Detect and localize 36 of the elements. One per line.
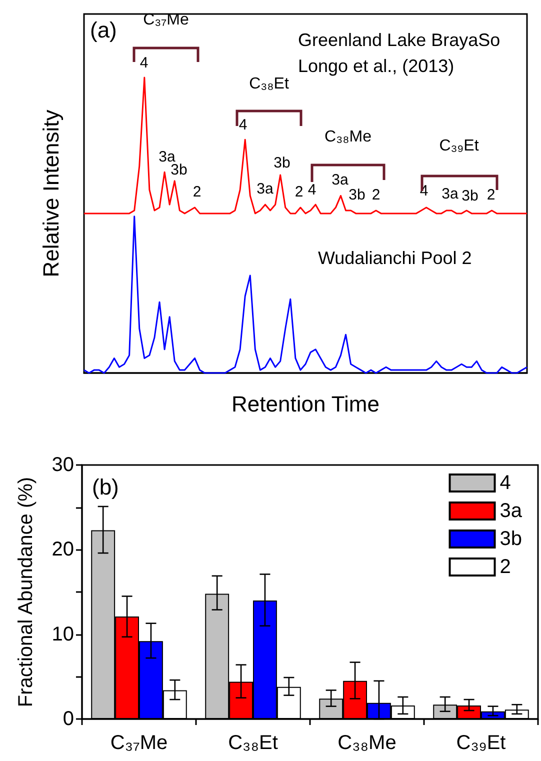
- annotation: 3a: [256, 180, 274, 198]
- annotation: Wudalianchi Pool 2: [318, 248, 472, 268]
- annotation: C₃₈Me: [324, 128, 372, 146]
- annotation: 3a: [332, 172, 349, 188]
- y-tick-label: 10: [52, 623, 74, 646]
- annotation: 3b: [462, 188, 478, 204]
- annotation: 2: [372, 186, 380, 204]
- annotation: 4: [238, 116, 248, 134]
- annotation: 3b: [274, 154, 290, 172]
- annotation: 2: [192, 184, 202, 200]
- legend-label: 2: [500, 556, 511, 578]
- text: 4: [140, 54, 148, 72]
- legend-label: 4: [500, 472, 511, 494]
- x-axis-title: Retention Time: [232, 392, 380, 416]
- text: Longo et al., (2013): [298, 56, 454, 76]
- x-tick-label: C₃₉Et: [456, 732, 506, 754]
- annotation: 3b: [348, 186, 366, 204]
- annotation: 3a: [442, 186, 459, 202]
- annotation: C₃₈Et: [249, 76, 290, 92]
- legend-label: 3b: [500, 528, 522, 550]
- y-axis-title: Fractional Abundance (%): [15, 476, 37, 708]
- text: (a): [90, 18, 117, 42]
- x-tick-label: C₃₇Me: [110, 732, 168, 754]
- annotation: C₃₉Et: [439, 138, 480, 154]
- y-tick-label: 30: [52, 454, 74, 476]
- annotation: 2: [294, 184, 304, 200]
- annotation: (b): [92, 474, 119, 500]
- y-tick-label: 0: [62, 708, 74, 730]
- x-tick-label: C₃₈Et: [228, 732, 278, 754]
- x-tick-label: C₃₈Me: [338, 732, 396, 754]
- annotation: 2: [486, 186, 496, 204]
- legend-label: 3a: [500, 500, 523, 522]
- y-axis-title: Relative Intensity: [38, 110, 64, 278]
- annotation: 4: [308, 182, 316, 198]
- y-tick-label: 20: [52, 538, 74, 561]
- text: Greenland Lake BrayaSo: [298, 30, 500, 50]
